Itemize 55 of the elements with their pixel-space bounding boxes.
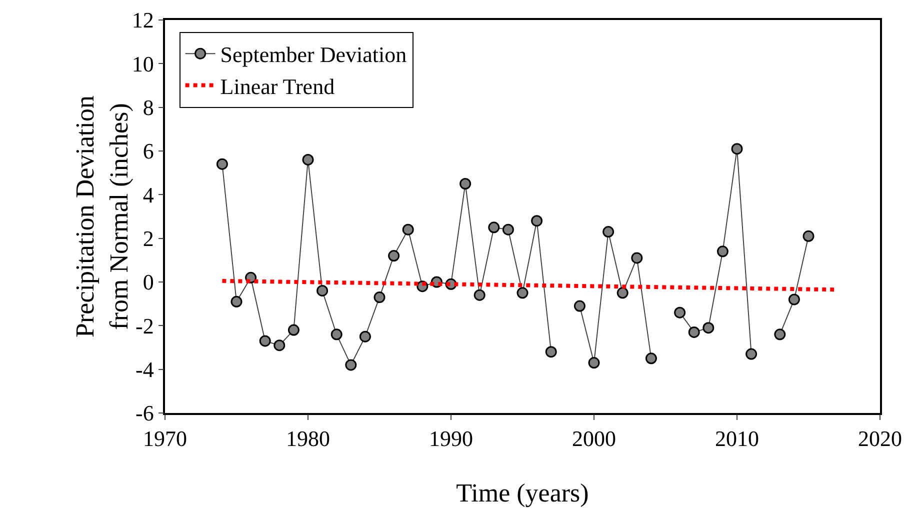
x-axis-title: Time (years): [456, 478, 589, 508]
point: [359, 330, 371, 342]
point: [688, 326, 700, 338]
legend-label: Linear Trend: [220, 74, 335, 99]
point: [545, 346, 557, 358]
y-tick-label: -6: [136, 400, 154, 426]
y-tick-label: 2: [142, 226, 154, 252]
point: [802, 230, 814, 242]
point: [460, 178, 472, 190]
x-tick-label: 2010: [715, 426, 759, 452]
point: [602, 226, 614, 238]
y-tick-label: 8: [142, 95, 154, 120]
y-tick-label: 10: [132, 51, 154, 76]
point: [645, 352, 657, 364]
point: [674, 306, 686, 318]
point: [288, 324, 300, 336]
y-tick-label: -4: [136, 357, 154, 382]
point: [574, 300, 586, 312]
y-tick-label: 4: [142, 182, 154, 208]
point: [402, 224, 414, 236]
point: [716, 246, 728, 258]
x-tick-label: 1990: [429, 426, 473, 452]
point: [631, 252, 643, 264]
point: [259, 335, 271, 347]
y-tick-label: 6: [142, 138, 154, 164]
point: [230, 296, 242, 308]
point: [702, 322, 714, 334]
point: [345, 359, 357, 371]
point: [388, 250, 400, 262]
point: [316, 284, 328, 296]
point: [502, 224, 514, 236]
point: [616, 287, 628, 299]
y-tick-label: 0: [142, 270, 154, 295]
y-tick-label: -2: [136, 313, 154, 338]
x-tick-label: 2000: [572, 426, 616, 452]
point: [474, 289, 486, 301]
point: [516, 287, 528, 299]
x-tick-label: 1980: [286, 426, 330, 452]
point: [774, 328, 786, 340]
y-axis-title: Precipitation Deviation from Normal (inches): [70, 96, 134, 338]
point: [731, 143, 743, 155]
x-tick-label: 1970: [143, 426, 187, 452]
point: [788, 294, 800, 306]
point: [330, 328, 342, 340]
point: [274, 340, 286, 352]
point: [531, 215, 543, 227]
point: [374, 292, 386, 304]
point: [216, 158, 228, 170]
point: [302, 154, 314, 166]
x-tick-label: 2020: [858, 426, 902, 452]
legend-label: September Deviation: [220, 42, 407, 68]
point: [588, 357, 600, 369]
point: [488, 222, 500, 234]
y-tick-label: 12: [132, 8, 154, 33]
point: [746, 348, 758, 360]
